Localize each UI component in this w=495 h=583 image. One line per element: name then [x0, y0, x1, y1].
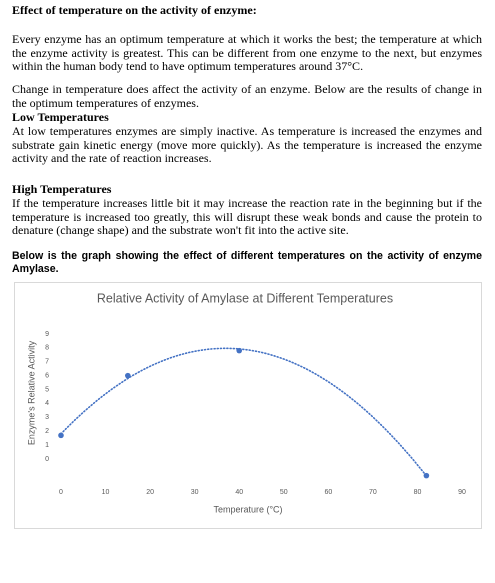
x-tick-label: 60 — [324, 489, 332, 496]
y-tick-label: 9 — [45, 331, 49, 338]
chart-frame: Relative Activity of Amylase at Differen… — [14, 282, 482, 529]
x-axis-title: Temperature (°C) — [213, 504, 282, 514]
paragraph: Every enzyme has an optimum temperature … — [12, 32, 482, 74]
point — [58, 432, 64, 439]
point — [125, 372, 131, 379]
point — [236, 347, 243, 354]
y-tick-label: 7 — [45, 359, 49, 366]
y-tick-label: 2 — [45, 428, 49, 435]
chart-title: Relative Activity of Amylase at Differen… — [97, 291, 393, 305]
trendline — [60, 347, 428, 477]
section-heading: Low Temperatures — [12, 110, 109, 124]
x-tick-label: 40 — [235, 489, 243, 496]
x-tick-label: 80 — [414, 489, 422, 496]
x-tick-label: 30 — [191, 489, 199, 496]
y-tick-label: 5 — [45, 386, 49, 393]
y-tick-label: 4 — [45, 400, 49, 407]
paragraph: At low temperatures enzymes are simply i… — [12, 124, 482, 166]
x-tick-label: 90 — [458, 489, 466, 496]
y-tick-label: 0 — [45, 456, 49, 463]
graph-caption: Below is the graph showing the effect of… — [12, 250, 482, 275]
chart: Relative Activity of Amylase at Differen… — [26, 291, 466, 514]
y-axis-title: Enzyme's Relative Activity — [26, 340, 36, 445]
y-tick-label: 6 — [45, 372, 49, 379]
x-tick-label: 70 — [369, 489, 377, 496]
paragraph: If the temperature increases little bit … — [12, 196, 482, 238]
point — [423, 472, 430, 479]
x-tick-label: 0 — [59, 489, 63, 496]
doc-title: Effect of temperature on the activity of… — [12, 3, 257, 17]
x-tick-label: 10 — [102, 489, 110, 496]
section-heading: High Temperatures — [12, 182, 112, 196]
x-tick-label: 50 — [280, 489, 288, 496]
x-tick-label: 20 — [146, 489, 154, 496]
y-tick-label: 3 — [45, 414, 49, 421]
y-tick-label: 8 — [45, 345, 49, 352]
paragraph: Change in temperature does affect the ac… — [12, 82, 482, 110]
y-tick-label: 1 — [45, 442, 49, 449]
